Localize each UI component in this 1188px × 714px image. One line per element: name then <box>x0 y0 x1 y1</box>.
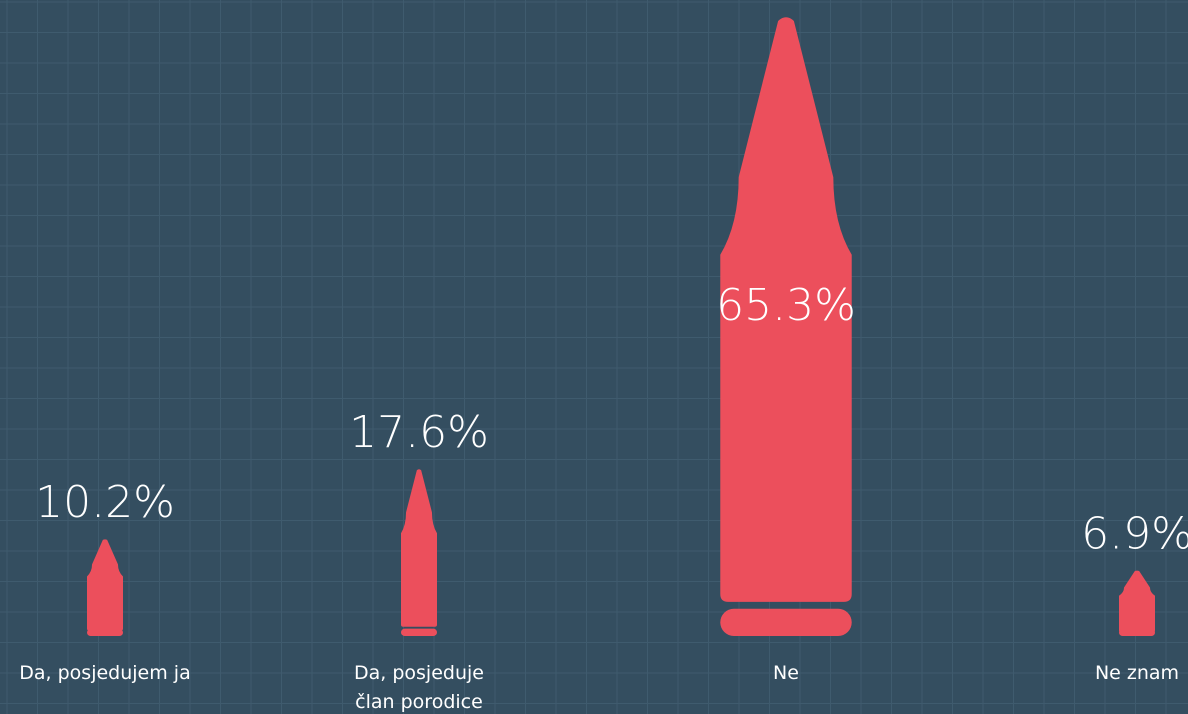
category-labels: Da, posjedujem ja Da, posjeduje član porod… <box>19 662 1179 713</box>
category-label: Ne <box>773 662 799 684</box>
value-label: 17.6% <box>349 407 489 458</box>
category-label: Da, posjedujem ja <box>19 662 190 684</box>
bullet-base-ring <box>87 629 123 636</box>
bullet-icon <box>87 539 123 631</box>
bullet-icon <box>720 17 852 602</box>
category-label-line: član porodice <box>355 691 483 713</box>
bullet-base-ring <box>401 628 437 636</box>
bullet-base-ring <box>720 608 852 636</box>
category-label-line: Ne znam <box>1095 662 1179 684</box>
bullet-bar <box>401 469 437 636</box>
value-labels: 10.2% 17.6% 65.3% 6.9% <box>35 280 1188 560</box>
value-label: 6.9% <box>1081 508 1188 559</box>
category-label: Da, posjeduje član porodice <box>354 662 484 713</box>
category-label: Ne znam <box>1095 662 1179 684</box>
bullet-bar <box>1119 570 1155 636</box>
category-label-line: Da, posjedujem ja <box>19 662 190 684</box>
category-label-line: Da, posjeduje <box>354 662 484 684</box>
bullet-bar <box>87 539 123 636</box>
bullet-icon <box>1119 570 1155 633</box>
bullet-icon <box>401 469 437 627</box>
value-label: 65.3% <box>716 280 856 331</box>
category-label-line: Ne <box>773 662 799 684</box>
value-label: 10.2% <box>35 477 175 528</box>
bullet-bar <box>720 17 852 636</box>
bullet-base-ring <box>1119 629 1155 636</box>
bullet-bars <box>87 17 1155 636</box>
